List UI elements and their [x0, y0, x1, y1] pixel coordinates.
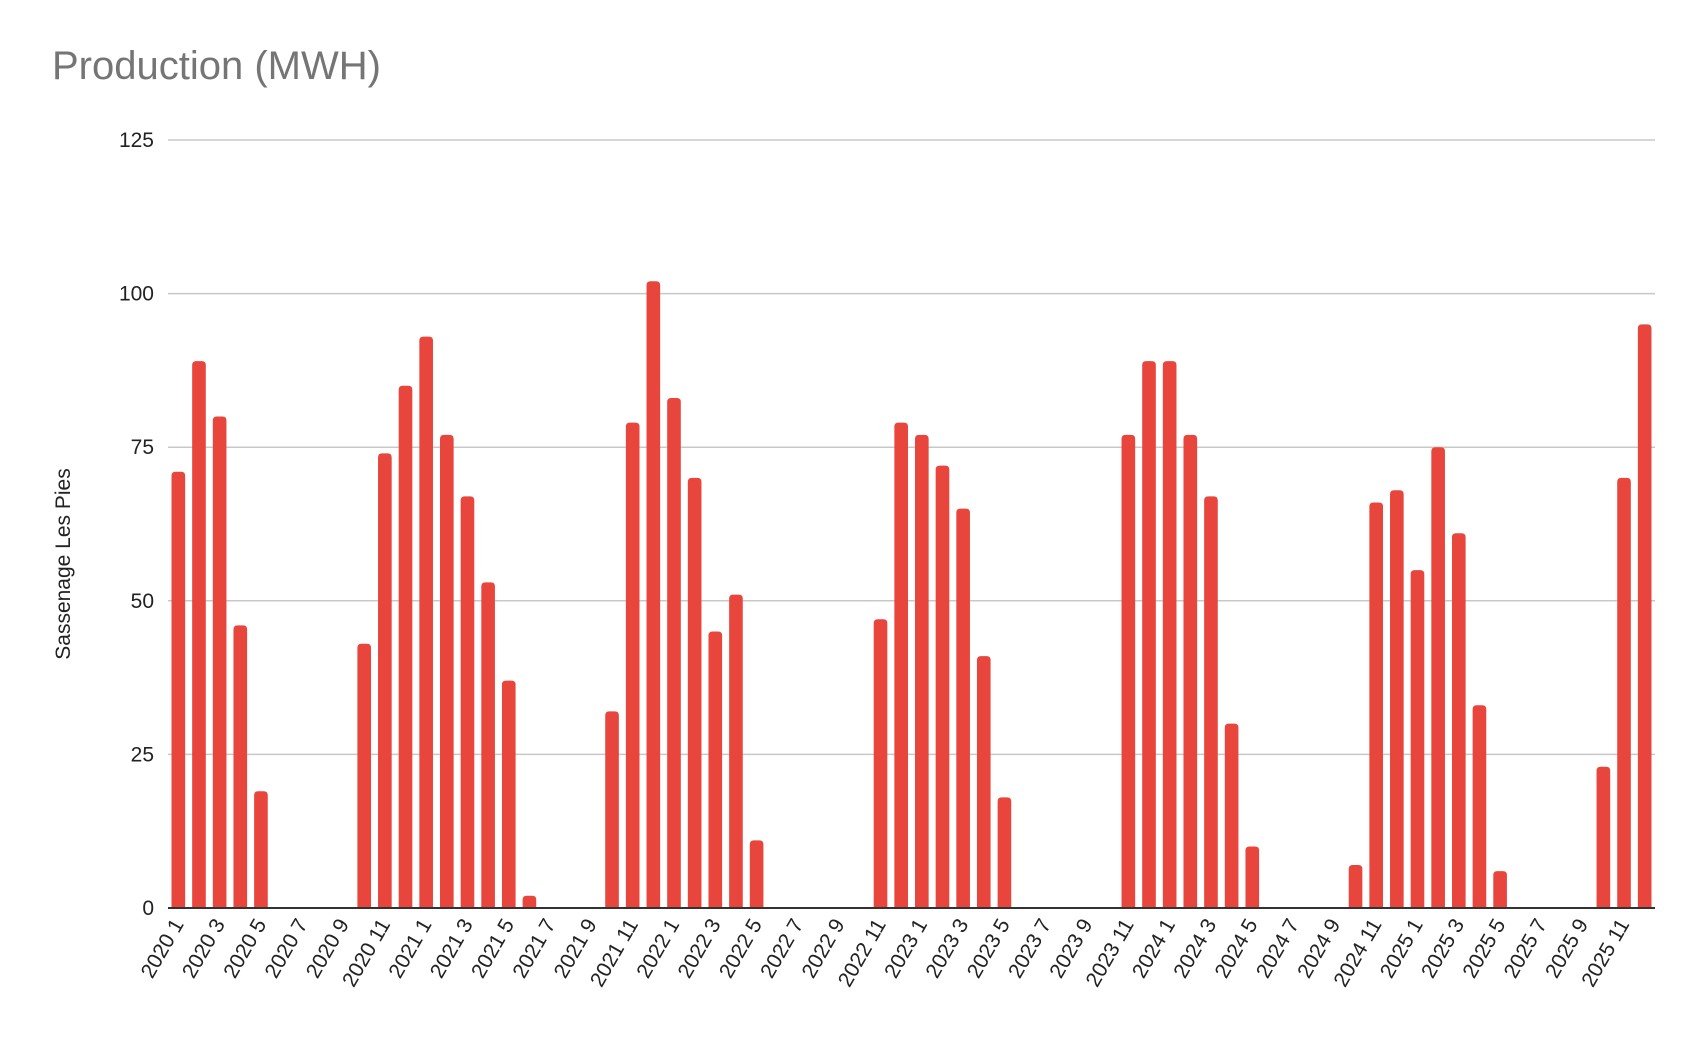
bar	[254, 791, 268, 908]
y-tick-label: 0	[142, 897, 154, 920]
y-tick-label: 100	[119, 283, 154, 306]
bar	[1348, 864, 1363, 908]
bar	[1183, 434, 1198, 908]
y-tick-label: 25	[131, 743, 154, 766]
bar	[1121, 434, 1136, 908]
bar	[976, 656, 991, 908]
bar	[1472, 705, 1487, 908]
bar	[378, 453, 392, 908]
bar	[687, 477, 702, 908]
bar	[212, 416, 227, 908]
bar	[398, 385, 413, 908]
bar	[1617, 477, 1631, 908]
bar	[1369, 502, 1384, 908]
bar	[708, 631, 723, 908]
bar	[935, 465, 950, 908]
bar	[1390, 490, 1404, 908]
bar	[1410, 570, 1425, 908]
bar	[233, 625, 248, 908]
bar	[749, 840, 764, 908]
bar	[1451, 533, 1466, 908]
bar	[171, 471, 186, 908]
bar	[481, 582, 495, 908]
y-tick-label: 125	[119, 129, 154, 152]
bar	[894, 422, 908, 908]
bar	[667, 398, 681, 908]
bar	[915, 434, 929, 908]
bar	[419, 336, 433, 908]
bar	[1162, 361, 1177, 909]
y-tick-label: 75	[131, 436, 154, 459]
bar	[646, 281, 661, 908]
bar	[501, 680, 516, 908]
bar	[1142, 361, 1156, 909]
bar	[729, 594, 743, 908]
bar	[1637, 324, 1652, 908]
bar	[997, 797, 1012, 908]
bar	[460, 496, 475, 908]
bar	[956, 508, 970, 908]
y-tick-label: 50	[131, 590, 154, 613]
bar	[522, 895, 537, 908]
bar	[1596, 766, 1611, 908]
bar	[357, 643, 372, 908]
bar	[873, 619, 888, 908]
bar	[1224, 723, 1239, 908]
chart-title: Production (MWH)	[52, 44, 381, 88]
bar	[1245, 846, 1260, 908]
y-axis-label: Sassenage Les Pies	[52, 468, 75, 659]
bar	[1204, 496, 1218, 908]
bar	[439, 434, 454, 908]
bar	[1493, 871, 1507, 908]
bar	[605, 711, 619, 908]
bar	[1431, 447, 1445, 908]
bar	[192, 361, 206, 909]
bar	[625, 422, 640, 908]
